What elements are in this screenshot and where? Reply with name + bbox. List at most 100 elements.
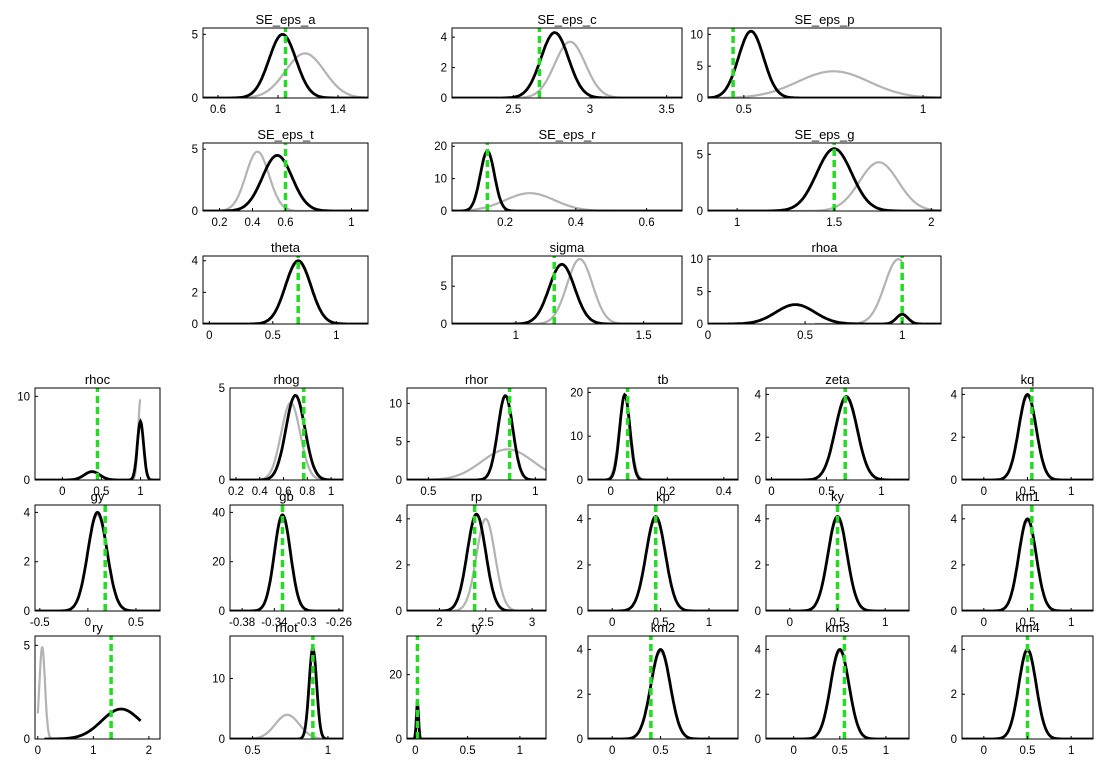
se-eps-a-xtick-label: 1.4 (330, 104, 347, 116)
gb-xtick-label: -0.38 (229, 617, 255, 629)
tb-prior-density (588, 395, 738, 480)
rhog-posterior-density (230, 393, 343, 480)
km4-prior-density (962, 650, 1093, 739)
kp-ytick-label: 4 (577, 514, 584, 526)
se-eps-c-xtick-label: 3 (587, 104, 593, 116)
se-eps-g-xtick-label: 1 (734, 217, 740, 229)
ky-ytick-label: 2 (755, 560, 761, 572)
ry-ytick-label: 0 (24, 734, 30, 746)
rp-ytick-label: 4 (396, 514, 403, 526)
rp-ytick-label: 2 (396, 560, 402, 572)
se-eps-r-title: SE_eps_r (538, 127, 596, 142)
km2-ytick-label: 4 (577, 644, 584, 656)
zeta-ytick-label: 0 (755, 475, 761, 487)
km1-xtick-label: 1 (1068, 617, 1074, 629)
km3-axes-frame (765, 635, 910, 740)
rhoa-title: rhoa (811, 240, 838, 255)
theta-xtick-label: 1 (333, 330, 339, 342)
rhog-xtick-label: 0.8 (299, 486, 315, 498)
rhor-xtick-label: 1 (532, 486, 538, 498)
zeta-axes-frame (765, 387, 910, 481)
tb-axes-frame (587, 387, 739, 481)
se-eps-c-prior-density (452, 40, 682, 98)
rhot-prior-density (230, 713, 343, 739)
se-eps-r-xtick-label: 0.2 (497, 217, 513, 229)
rhot-axes-frame (229, 635, 344, 740)
se-eps-g-xtick-label: 2 (928, 217, 934, 229)
gb-posterior-density (230, 513, 343, 611)
km4-xtick-label: 1 (1068, 745, 1074, 757)
se-eps-c-xtick-label: 2.5 (505, 104, 521, 116)
se-eps-p-title: SE_eps_p (795, 12, 855, 27)
rhor-title: rhor (465, 372, 489, 387)
se-eps-r-prior-density (452, 192, 682, 211)
rhor-ytick-label: 10 (389, 398, 402, 410)
sigma-posterior-density (452, 263, 682, 324)
panel-se-eps-a: SE_eps_a 0.6 1 1.4 0 5 (192, 12, 369, 116)
rhoc-xtick-label: 0.5 (93, 486, 109, 498)
km1-xtick-label: 0.5 (1020, 617, 1036, 629)
rhog-title: rhog (273, 372, 299, 387)
se-eps-t-xtick-label: 0.6 (278, 217, 294, 229)
rhog-prior-density (230, 401, 343, 480)
kp-title: kp (656, 489, 670, 504)
se-eps-t-xtick-label: 0.2 (212, 217, 228, 229)
rhog-ytick-label: 0 (219, 475, 225, 487)
tb-title: tb (658, 372, 669, 387)
km3-ytick-label: 2 (755, 689, 761, 701)
km3-prior-density (766, 650, 909, 739)
rp-ytick-label: 0 (396, 606, 402, 618)
panel-km4: km4 0 0.5 1 0 2 4 (951, 620, 1094, 757)
gy-xtick-label: 0 (85, 617, 91, 629)
rhot-ytick-label: 10 (212, 673, 225, 685)
se-eps-c-ytick-label: 0 (441, 93, 447, 105)
kq-xtick-label: 0.5 (1020, 486, 1036, 498)
zeta-xtick-label: 1 (878, 486, 884, 498)
zeta-xtick-label: 0.5 (819, 486, 835, 498)
km3-posterior-density (766, 648, 909, 739)
gb-ytick-label: 40 (212, 507, 225, 519)
panel-km1: km1 0 0.5 1 0 2 4 (951, 489, 1094, 629)
panel-zeta: zeta 0 0.5 1 0 2 4 (755, 372, 910, 498)
rp-xtick-label: 2 (436, 617, 442, 629)
rhoa-ytick-label: 0 (697, 319, 703, 331)
kq-title: kq (1021, 372, 1035, 387)
km2-xtick-label: 0 (609, 745, 615, 757)
se-eps-a-xtick-label: 0.6 (210, 104, 226, 116)
se-eps-p-xtick-label: 1 (920, 104, 926, 116)
km1-ytick-label: 2 (951, 560, 957, 572)
km3-xtick-label: 0 (790, 745, 796, 757)
se-eps-c-ytick-label: 2 (441, 63, 447, 75)
panel-se-eps-c: SE_eps_c 2.5 3 3.5 0 2 4 (441, 12, 683, 116)
km3-xtick-label: 1 (883, 745, 889, 757)
kq-posterior-density (962, 392, 1093, 480)
se-eps-a-ytick-label: 0 (192, 93, 198, 105)
rhoa-posterior-density (708, 303, 941, 324)
rhog-xtick-label: 0.6 (276, 486, 292, 498)
rhog-axes-frame (229, 387, 344, 481)
kq-ytick-label: 0 (951, 475, 957, 487)
se-eps-g-axes-frame (707, 142, 942, 212)
se-eps-r-ytick-label: 10 (434, 174, 447, 186)
rhog-xtick-label: 1 (328, 486, 334, 498)
se-eps-p-ytick-label: 10 (690, 29, 703, 41)
theta-ytick-label: 0 (192, 319, 198, 331)
kp-ytick-label: 0 (577, 606, 583, 618)
se-eps-c-axes-frame (451, 27, 683, 99)
se-eps-c-xtick-label: 3.5 (659, 104, 675, 116)
se-eps-t-xtick-label: 1 (348, 217, 354, 229)
rhoa-prior-density (814, 258, 903, 324)
km2-prior-density (588, 650, 738, 739)
km1-posterior-density (962, 517, 1093, 611)
ky-ytick-label: 0 (755, 606, 761, 618)
panel-ty: ty 0 0.5 1 0 20 (389, 620, 547, 757)
km2-axes-frame (587, 635, 739, 740)
zeta-ytick-label: 4 (755, 389, 762, 401)
theta-xtick-label: 0 (206, 330, 212, 342)
gb-ytick-label: 0 (219, 606, 225, 618)
ty-ytick-label: 20 (389, 670, 402, 682)
kp-xtick-label: 0 (609, 617, 615, 629)
rp-xtick-label: 3 (529, 617, 535, 629)
